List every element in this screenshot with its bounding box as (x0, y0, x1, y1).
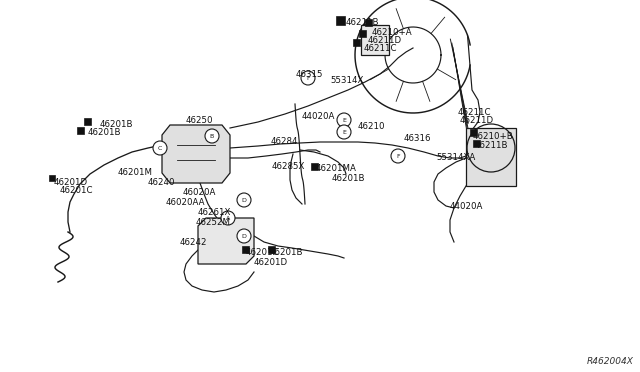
Bar (336, 16, 345, 25)
Text: D: D (241, 198, 246, 202)
Text: 46201D: 46201D (254, 258, 288, 267)
Text: 55314XA: 55314XA (436, 153, 476, 162)
Text: 46201M: 46201M (118, 168, 153, 177)
Text: 46201C: 46201C (60, 186, 93, 195)
Text: F: F (306, 76, 310, 80)
Text: E: E (342, 129, 346, 135)
Text: 46285X: 46285X (272, 162, 305, 171)
Circle shape (337, 113, 351, 127)
Text: E: E (342, 118, 346, 122)
Circle shape (205, 129, 219, 143)
Text: 46211C: 46211C (458, 108, 492, 117)
Text: 46201C: 46201C (246, 248, 280, 257)
Text: 46201B: 46201B (270, 248, 303, 257)
Text: 46316: 46316 (404, 134, 431, 143)
Text: 46210: 46210 (358, 122, 385, 131)
Bar (359, 30, 366, 37)
Polygon shape (162, 125, 230, 183)
Text: 46211B: 46211B (475, 141, 509, 150)
Bar (353, 39, 360, 46)
Text: 46240: 46240 (148, 178, 175, 187)
Circle shape (221, 211, 235, 225)
Bar (77, 127, 84, 134)
Text: 46242: 46242 (180, 238, 207, 247)
Text: 46201D: 46201D (54, 178, 88, 187)
Text: 46201B: 46201B (100, 120, 134, 129)
Circle shape (153, 141, 167, 155)
Text: 46284: 46284 (271, 137, 298, 146)
Text: 46211D: 46211D (368, 36, 402, 45)
Text: 44020A: 44020A (302, 112, 335, 121)
Bar (311, 163, 318, 170)
Bar (466, 128, 516, 186)
Text: 46211C: 46211C (364, 44, 397, 53)
Text: 46250: 46250 (186, 116, 214, 125)
Polygon shape (198, 218, 254, 264)
Text: 46020A: 46020A (183, 188, 216, 197)
Bar (49, 175, 55, 181)
Text: 46210+B: 46210+B (473, 132, 514, 141)
Circle shape (237, 193, 251, 207)
Text: 46201B: 46201B (88, 128, 122, 137)
Text: 46020AA: 46020AA (166, 198, 205, 207)
Bar (365, 19, 372, 26)
Circle shape (337, 125, 351, 139)
Text: B: B (210, 134, 214, 138)
Text: 46211D: 46211D (460, 116, 494, 125)
Text: F: F (396, 154, 400, 158)
Bar (242, 246, 249, 253)
Bar (361, 25, 389, 55)
Circle shape (391, 149, 405, 163)
Text: 46210+A: 46210+A (372, 28, 413, 37)
Text: D: D (241, 234, 246, 238)
Text: 46201B: 46201B (332, 174, 365, 183)
Bar (473, 140, 480, 147)
Bar (268, 246, 275, 253)
Text: R462004X: R462004X (587, 357, 634, 366)
Text: 55314X: 55314X (330, 76, 364, 85)
Text: A: A (226, 215, 230, 221)
Text: 46211B: 46211B (346, 18, 380, 27)
Circle shape (301, 71, 315, 85)
Text: 46261X: 46261X (198, 208, 232, 217)
Bar (84, 118, 91, 125)
Text: 44020A: 44020A (450, 202, 483, 211)
Text: C: C (158, 145, 162, 151)
Text: 46315: 46315 (296, 70, 323, 79)
Text: 46201MA: 46201MA (316, 164, 357, 173)
Bar (470, 129, 477, 136)
Circle shape (237, 229, 251, 243)
Text: 46252M: 46252M (196, 218, 231, 227)
